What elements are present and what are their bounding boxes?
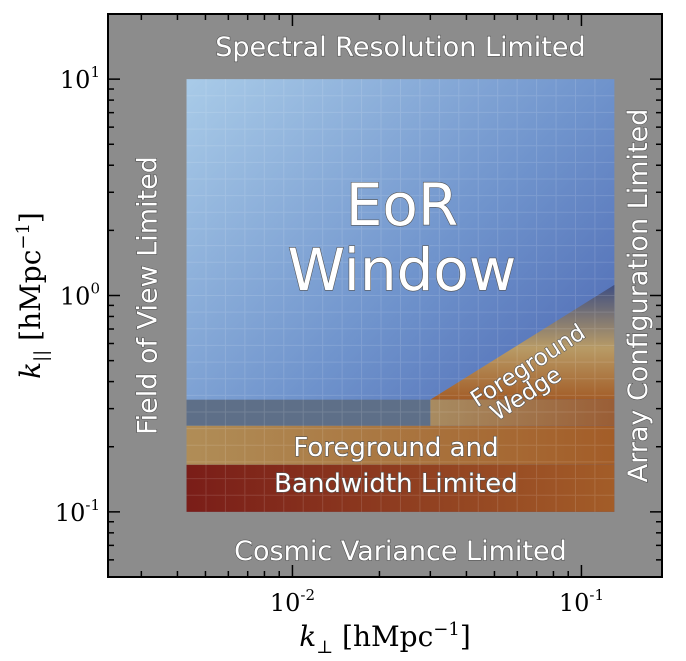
x-tick-label: 10-1 <box>559 586 604 617</box>
y-tick-label: 10-1 <box>55 496 100 527</box>
array-configuration-label: Array Configuration Limited <box>623 109 654 483</box>
foreground-wedge-region <box>430 284 615 400</box>
field-of-view-label: Field of View Limited <box>132 156 163 435</box>
y-tick-label: 101 <box>60 63 100 94</box>
pixel-grid-texture <box>186 79 615 512</box>
x-tick-label: 10-2 <box>270 586 315 617</box>
x-axis-label: k⊥ [hMpc−1] <box>299 619 471 658</box>
foreground-band-label-line2: Bandwidth Limited <box>274 469 518 499</box>
foreground-band-label-line1: Foreground and <box>293 433 498 463</box>
y-tick-label: 100 <box>60 280 100 311</box>
horizon-strip-region <box>186 399 431 426</box>
spectral-resolution-label: Spectral Resolution Limited <box>215 32 585 63</box>
foreground-tan-band <box>186 425 615 465</box>
eor-label-line1: EoR <box>346 171 458 239</box>
wedge-base-region <box>430 399 615 426</box>
eor-label-line2: Window <box>288 236 517 304</box>
cosmic-variance-label: Cosmic Variance Limited <box>234 536 567 567</box>
foreground-red-band <box>186 464 615 512</box>
y-axis-label: k|| [hMpc−1] <box>13 212 52 379</box>
